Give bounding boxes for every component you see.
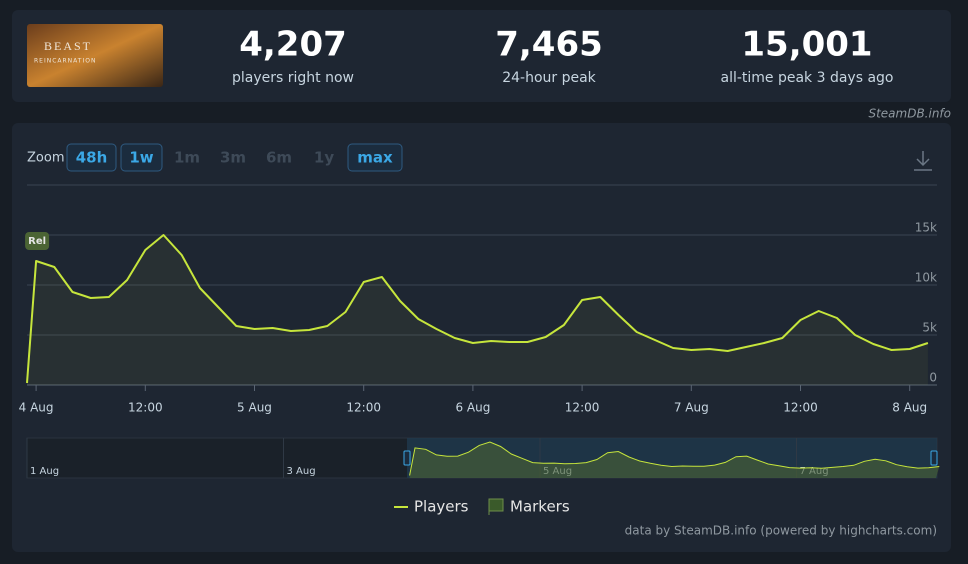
navigator-label: 3 Aug <box>287 466 316 477</box>
credit[interactable]: data by SteamDB.info (powered by highcha… <box>625 524 937 538</box>
zoom-button[interactable] <box>347 143 403 172</box>
download-icon[interactable] <box>914 151 932 171</box>
stat-label: all-time peak 3 days ago <box>720 70 893 86</box>
zoom-button[interactable] <box>66 143 117 172</box>
stat-value: 4,207 <box>239 25 347 65</box>
navigator-line <box>409 441 940 476</box>
zoom-option: 1m <box>174 149 200 167</box>
source-link[interactable]: SteamDB.info <box>868 107 951 121</box>
thumbnail-subtitle: REINCARNATION <box>34 58 96 65</box>
x-tick-label: 5 Aug <box>237 401 272 415</box>
x-tick-label: 12:00 <box>128 401 163 415</box>
stats: 4,207 players right now 7,465 24-hour peak 1… <box>232 25 894 87</box>
x-tick-label: 6 Aug <box>455 401 490 415</box>
marker-label: Rel <box>28 236 46 247</box>
legend: Players Markers <box>394 498 570 516</box>
zoom-option: 1y <box>314 149 334 167</box>
marker-flag[interactable] <box>25 232 50 250</box>
stat-label: players right now <box>232 70 354 86</box>
x-tick-label: 7 Aug <box>674 401 709 415</box>
thumbnail-title: BEAST <box>44 39 92 53</box>
game-thumbnail[interactable] <box>27 24 163 87</box>
legend-label[interactable]: Players <box>414 498 469 516</box>
y-tick-label: 0 <box>929 371 937 385</box>
navigator-handle[interactable] <box>403 450 411 466</box>
stats-panel <box>12 10 951 102</box>
y-tick-label: 10k <box>915 271 937 285</box>
y-tick-label: 5k <box>922 321 937 335</box>
navigator-handle[interactable] <box>930 450 938 466</box>
stat-label: 24-hour peak <box>502 70 596 86</box>
stat-value: 15,001 <box>741 25 872 65</box>
zoom-option[interactable]: 48h <box>76 149 108 167</box>
zoom-option: 3m <box>220 149 246 167</box>
y-tick-label: 15k <box>915 221 937 235</box>
series-line <box>26 234 929 384</box>
navigator-area <box>409 442 940 478</box>
zoom-option[interactable]: max <box>357 149 393 167</box>
navigator-label: 1 Aug <box>30 466 59 477</box>
legend-marker-icon <box>488 498 504 515</box>
x-tick-label: 12:00 <box>565 401 600 415</box>
zoom-label: Zoom <box>27 151 64 166</box>
x-tick-label: 4 Aug <box>19 401 54 415</box>
zoom-buttons: 48h 1w 1m 3m 6m 1y max <box>66 143 403 172</box>
x-tick-label: 8 Aug <box>892 401 927 415</box>
zoom-button[interactable] <box>120 143 163 172</box>
legend-label[interactable]: Markers <box>510 498 570 516</box>
stat-value: 7,465 <box>495 25 603 65</box>
x-tick-label: 12:00 <box>783 401 818 415</box>
x-tick-label: 12:00 <box>346 401 381 415</box>
zoom-option: 6m <box>266 149 292 167</box>
plot: 0 5k 10k 15k 4 Aug 12:00 5 Aug 12:00 6 Aug 12:00 7… <box>19 221 937 415</box>
series-area <box>27 235 928 385</box>
zoom-option[interactable]: 1w <box>129 149 153 167</box>
